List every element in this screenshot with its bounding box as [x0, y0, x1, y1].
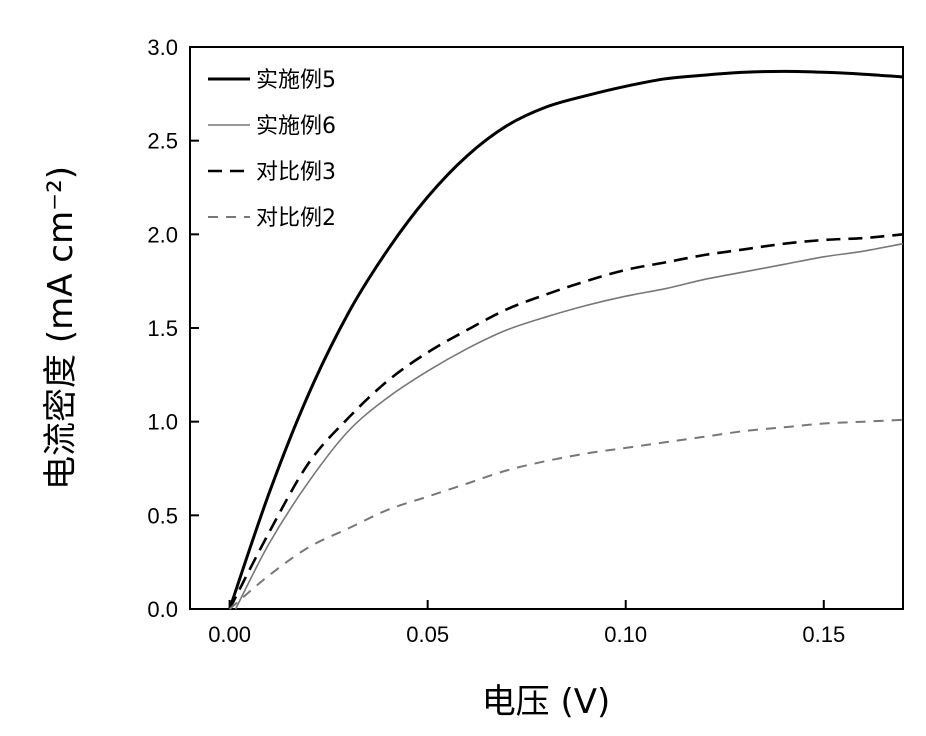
- y-tick-label: 1.5: [147, 316, 178, 341]
- series-line-4: [230, 420, 903, 609]
- y-axis-ticks: 0.0 0.5 1.0 1.5 2.0 2.5 3.0: [147, 35, 199, 622]
- y-tick-label: 1.0: [147, 410, 178, 435]
- series-line-1: [230, 71, 903, 609]
- x-axis-title: 电压 (V): [482, 682, 611, 722]
- y-axis-title: 电流密度 (mA cm⁻²): [41, 166, 81, 490]
- x-axis-ticks: 0.00 0.05 0.10 0.15: [208, 600, 845, 647]
- x-tick-label: 0.15: [802, 622, 845, 647]
- legend-label: 对比例3: [256, 160, 336, 185]
- legend-label: 实施例5: [256, 68, 336, 93]
- series-layer: [230, 71, 903, 609]
- y-tick-label: 2.0: [147, 222, 178, 247]
- y-tick-label: 2.5: [147, 129, 178, 154]
- x-tick-label: 0.05: [406, 622, 449, 647]
- x-tick-label: 0.00: [208, 622, 251, 647]
- x-tick-label: 0.10: [604, 622, 647, 647]
- y-tick-label: 0.0: [147, 597, 178, 622]
- y-tick-label: 3.0: [147, 35, 178, 60]
- legend: 实施例5 实施例6 对比例3 对比例2: [208, 68, 336, 231]
- y-tick-label: 0.5: [147, 503, 178, 528]
- legend-label: 实施例6: [256, 114, 336, 139]
- legend-label: 对比例2: [256, 206, 336, 231]
- series-line-3: [230, 234, 903, 609]
